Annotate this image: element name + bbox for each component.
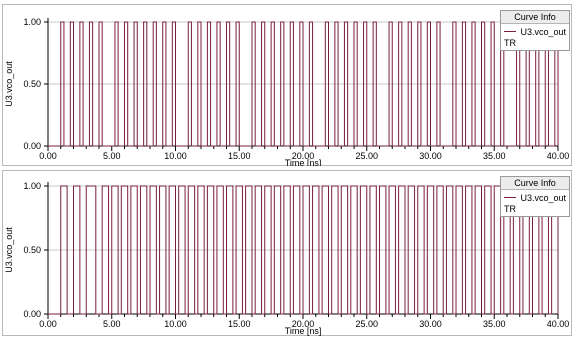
chart-panel-top: 0.00 0.50 1.00 0.00 5.00 10.00 15.00 20.00 25.00… xyxy=(0,4,574,166)
legend-title: Curve Info xyxy=(501,177,569,190)
x-tick-label: 25.00 xyxy=(355,319,378,329)
legend-series-name: U3.vco_out xyxy=(520,26,566,37)
y-tick-label: 1.00 xyxy=(23,17,41,27)
x-tick-label: 15.00 xyxy=(228,319,251,329)
x-tick-label: 30.00 xyxy=(419,319,442,329)
x-axis-label: Time [ns] xyxy=(285,326,322,336)
legend-entry[interactable]: U3.vco_out xyxy=(501,190,569,203)
series-line xyxy=(48,21,559,147)
x-tick-label: 35.00 xyxy=(483,151,506,161)
x-tick-label: 25.00 xyxy=(355,151,378,161)
x-tick-label: 0.00 xyxy=(39,151,57,161)
x-tick-label: 10.00 xyxy=(164,319,187,329)
y-tick-label: 0.50 xyxy=(23,245,41,255)
legend-series-name: U3.vco_out xyxy=(520,192,566,203)
waveform-plot[interactable]: 0.00 0.50 1.00 0.00 5.00 10.00 15.00 20.00 25.00… xyxy=(0,170,574,336)
x-tick-label: 35.00 xyxy=(483,319,506,329)
curve-info-legend[interactable]: Curve Info U3.vco_out TR xyxy=(500,10,570,51)
y-tick-label: 0.00 xyxy=(23,141,41,151)
y-axis-label: U3.vco_out xyxy=(4,61,14,107)
x-tick-label: 40.00 xyxy=(547,151,570,161)
y-tick-label: 0.00 xyxy=(23,309,41,319)
x-tick-label: 40.00 xyxy=(547,319,570,329)
x-tick-label: 20.00 xyxy=(292,151,315,161)
legend-swatch xyxy=(504,31,517,32)
series-line xyxy=(48,185,559,315)
x-tick-label: 20.00 xyxy=(292,319,315,329)
curve-info-legend[interactable]: Curve Info U3.vco_out TR xyxy=(500,176,570,217)
x-tick-label: 5.00 xyxy=(103,319,121,329)
x-tick-label: 15.00 xyxy=(228,151,251,161)
chart-frame xyxy=(2,4,572,166)
legend-note: TR xyxy=(504,38,516,48)
y-tick-label: 0.50 xyxy=(23,79,41,89)
chart-frame xyxy=(2,170,572,336)
x-tick-label: 0.00 xyxy=(39,319,57,329)
y-axis-label: U3.vco_out xyxy=(4,227,14,273)
x-tick-label: 30.00 xyxy=(419,151,442,161)
chart-panel-bottom: 0.00 0.50 1.00 0.00 5.00 10.00 15.00 20.00 25.00… xyxy=(0,170,574,336)
x-tick-label: 5.00 xyxy=(103,151,121,161)
legend-swatch xyxy=(504,197,517,198)
y-tick-label: 1.00 xyxy=(23,181,41,191)
legend-note: TR xyxy=(504,204,516,214)
x-tick-label: 10.00 xyxy=(164,151,187,161)
x-axis-label: Time [ns] xyxy=(285,158,322,166)
legend-entry[interactable]: U3.vco_out xyxy=(501,24,569,37)
legend-title: Curve Info xyxy=(501,11,569,24)
waveform-plot[interactable]: 0.00 0.50 1.00 0.00 5.00 10.00 15.00 20.00 25.00… xyxy=(0,4,574,166)
